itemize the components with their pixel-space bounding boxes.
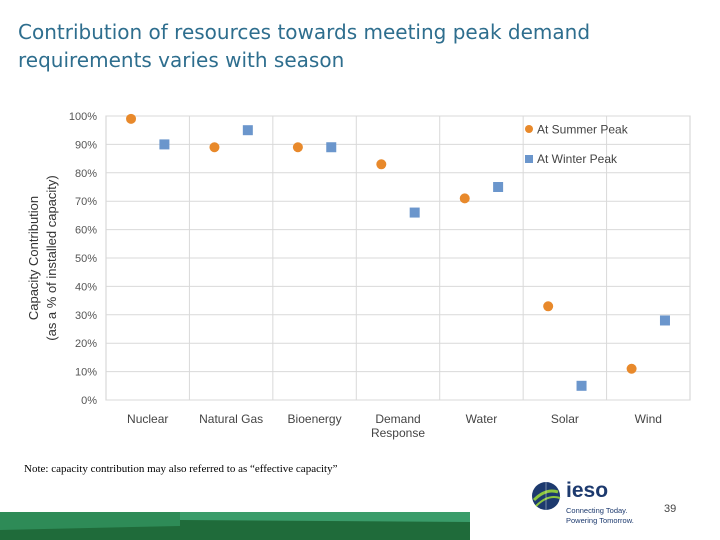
legend-winter-marker	[525, 155, 533, 163]
winter-peak-point	[659, 315, 670, 326]
footnote: Note: capacity contribution may also ref…	[24, 463, 338, 475]
y-tick-label: 40%	[75, 281, 97, 293]
y-tick-label: 100%	[69, 111, 97, 123]
logo-tagline-2: Powering Tomorrow.	[566, 516, 634, 525]
y-tick-label: 60%	[75, 225, 97, 237]
winter-peak-point	[242, 125, 253, 136]
bottom-decorative-bar	[0, 512, 470, 540]
ieso-logo: ieso Connecting Today. Powering Tomorrow…	[530, 478, 640, 528]
x-category-label: Demand	[375, 412, 420, 426]
slide-title: Contribution of resources towards meetin…	[18, 20, 591, 72]
logo-tagline-1: Connecting Today.	[566, 506, 628, 515]
globe-icon	[532, 482, 561, 510]
winter-peak-point	[493, 182, 504, 192]
x-category-label: Bioenergy	[288, 412, 342, 426]
x-category-label: Natural Gas	[199, 412, 263, 426]
y-tick-label: 30%	[75, 310, 97, 322]
x-category-label: Solar	[551, 412, 579, 426]
y-tick-label: 80%	[75, 168, 97, 180]
x-category-label: Nuclear	[127, 412, 168, 426]
legend-summer-label: At Summer Peak	[537, 123, 629, 137]
legend-summer-marker	[525, 125, 533, 133]
y-axis-title-line1: Capacity Contribution	[26, 196, 41, 320]
winter-peak-point	[409, 207, 420, 218]
summer-peak-point	[292, 142, 303, 153]
y-tick-label: 10%	[75, 367, 97, 379]
legend-winter-label: At Winter Peak	[537, 152, 618, 166]
y-tick-label: 50%	[75, 253, 97, 265]
x-category-label: Wind	[635, 412, 662, 426]
winter-peak-point	[159, 139, 170, 150]
x-category-label: Response	[371, 426, 425, 440]
summer-peak-point	[626, 363, 637, 374]
summer-peak-point	[543, 301, 554, 312]
page-number: 39	[664, 503, 677, 515]
winter-peak-point	[326, 142, 337, 153]
y-tick-label: 0%	[81, 395, 97, 407]
y-axis-title-line2: (as a % of installed capacity)	[44, 175, 59, 340]
x-category-label: Water	[466, 412, 498, 426]
summer-peak-point	[459, 193, 470, 204]
summer-peak-point	[126, 113, 137, 124]
summer-peak-point	[376, 159, 387, 170]
logo-wordmark: ieso	[566, 479, 609, 502]
y-tick-label: 20%	[75, 338, 97, 350]
capacity-contribution-chart: 0% 10% 20% 30% 40% 50% 60% 70% 80% 90% 100% Capacit…	[26, 111, 691, 440]
y-tick-label: 70%	[75, 196, 97, 208]
winter-peak-point	[576, 380, 587, 391]
y-tick-label: 90%	[75, 139, 97, 151]
summer-peak-point	[209, 142, 220, 153]
